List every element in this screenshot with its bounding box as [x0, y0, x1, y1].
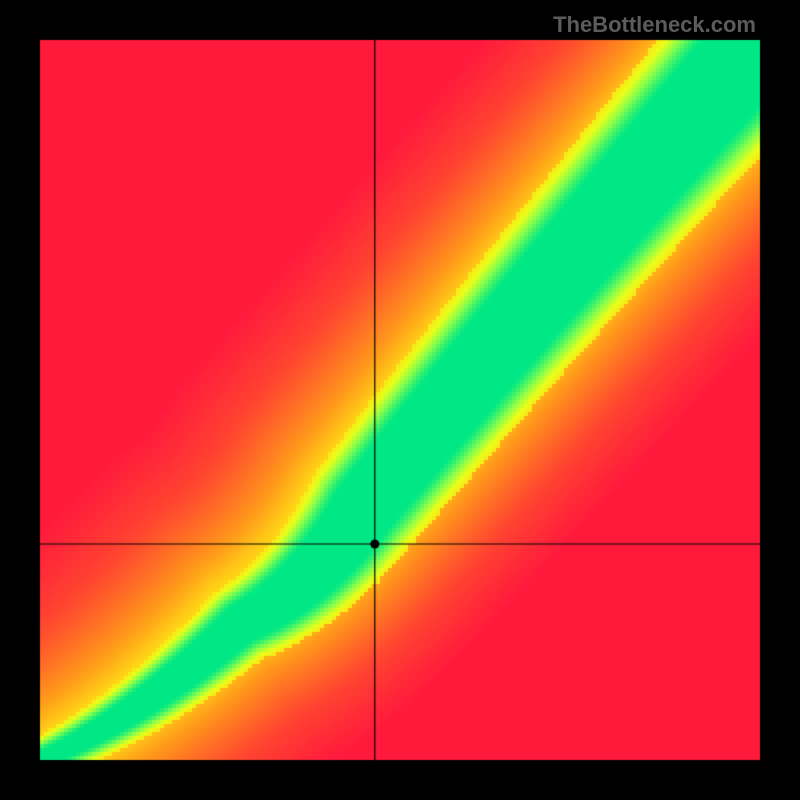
watermark-text: TheBottleneck.com	[553, 12, 756, 38]
bottleneck-heatmap	[0, 0, 800, 800]
